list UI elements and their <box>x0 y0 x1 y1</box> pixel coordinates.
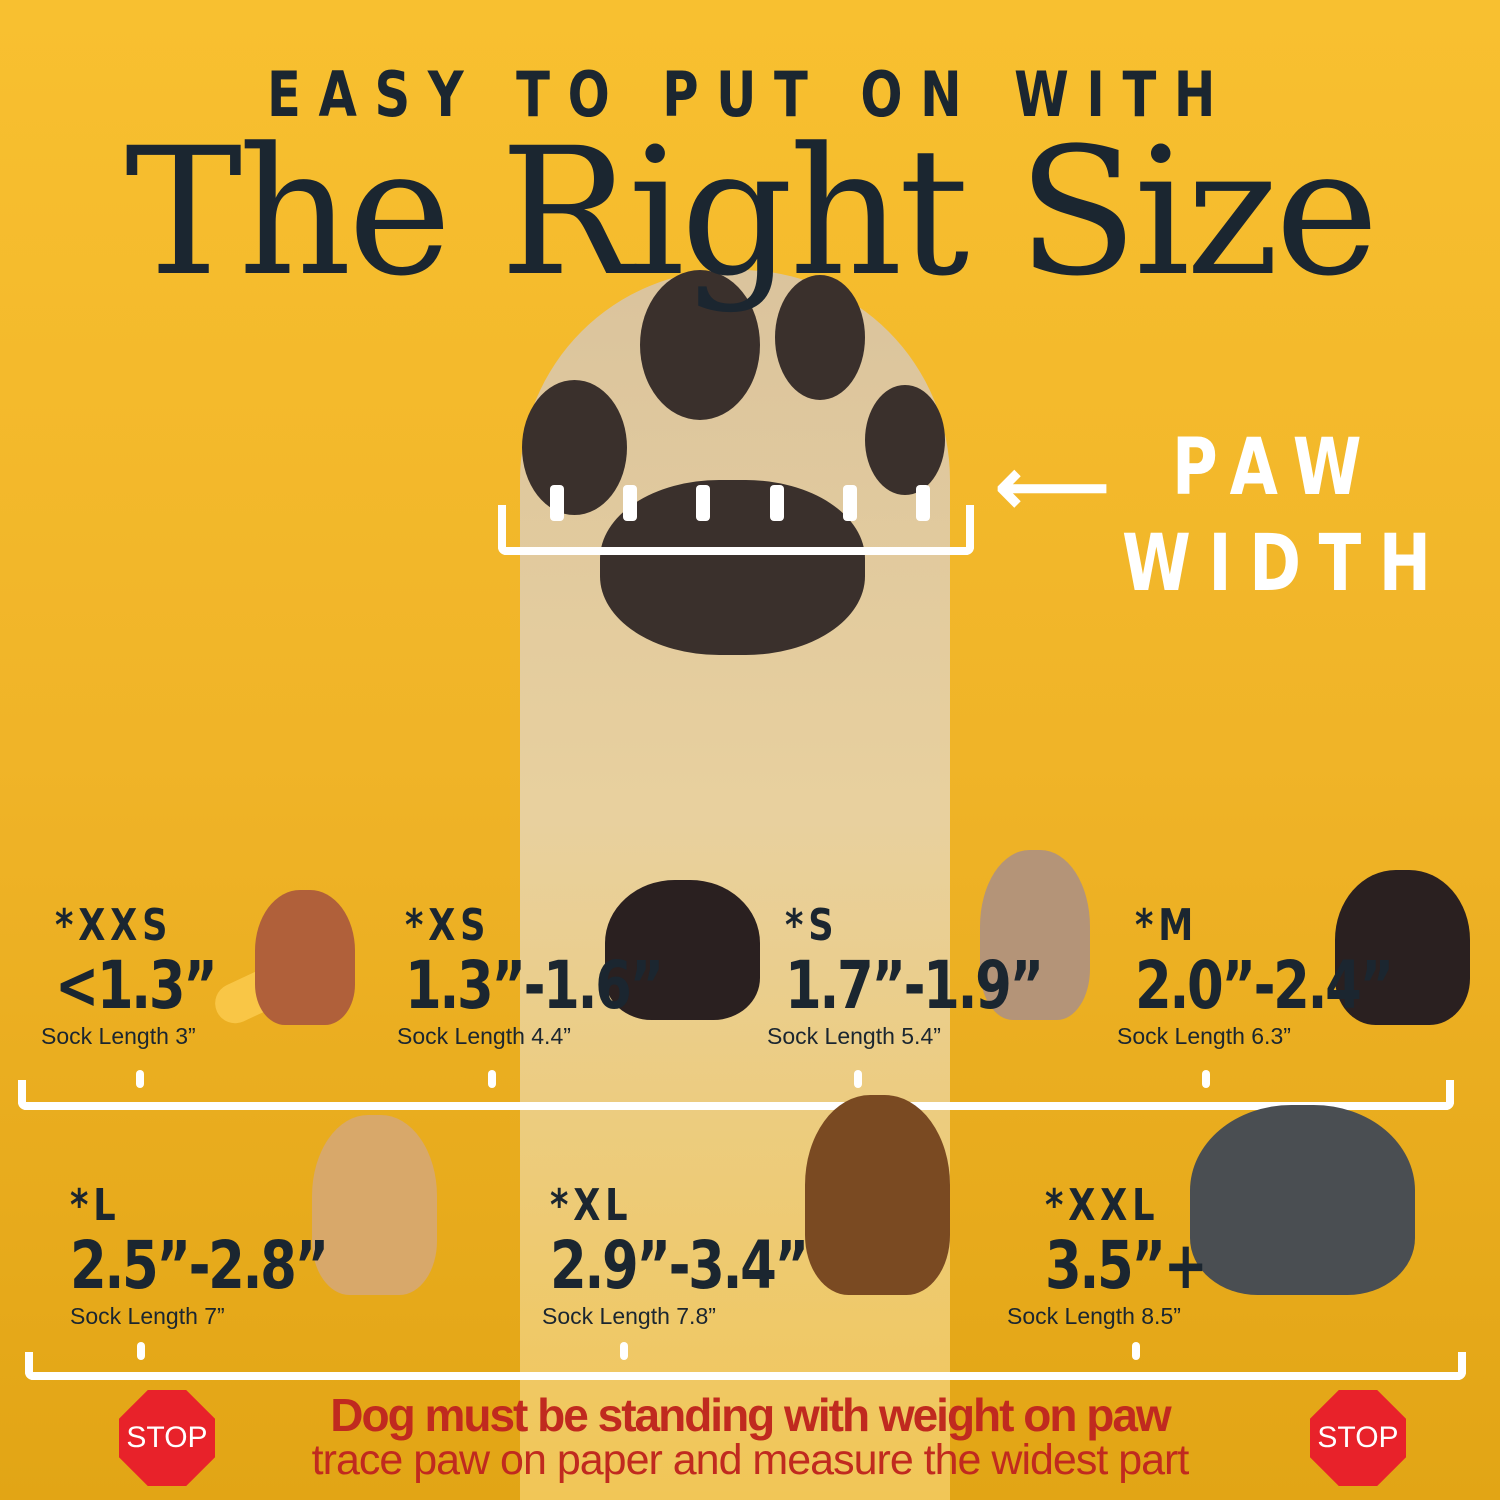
size-xs: *XS 1.3”-1.6” Sock Length 4.4” <box>397 900 726 1050</box>
stop-sign-icon: STOP <box>1310 1390 1406 1486</box>
ruler-tick <box>620 1342 628 1360</box>
ruler-tick <box>137 1342 145 1360</box>
size-ruler-1 <box>18 1080 1454 1110</box>
size-code: *S <box>785 900 839 951</box>
sock-length: Sock Length 8.5” <box>1007 1303 1181 1329</box>
size-code: *XXS <box>55 900 173 951</box>
paw-label: PAW <box>1172 423 1380 513</box>
size-range: 3.5”+ <box>1045 1227 1208 1304</box>
size-range: 2.5”-2.8” <box>70 1227 329 1304</box>
size-range: 2.0”-2.4” <box>1135 947 1394 1024</box>
ruler-tick <box>696 485 711 521</box>
dog-german-shepherd <box>805 1095 950 1295</box>
sock-length: Sock Length 7” <box>70 1303 225 1329</box>
width-label: WIDTH <box>1122 519 1449 609</box>
dog-yorkie <box>605 880 760 1020</box>
size-xl: *XL 2.9”-3.4” Sock Length 7.8” <box>542 1180 871 1330</box>
ruler-tick <box>854 1070 862 1088</box>
arrow-left-icon: ⟵ <box>995 442 1110 531</box>
size-code: *XXL <box>1045 1180 1160 1231</box>
size-l: *L 2.5”-2.8” Sock Length 7” <box>70 1180 391 1330</box>
sock-length: Sock Length 4.4” <box>397 1023 571 1049</box>
size-range: <1.3” <box>55 947 218 1024</box>
size-code: *XL <box>550 1180 633 1231</box>
dog-great-dane <box>1190 1105 1415 1295</box>
ruler-tick <box>623 485 638 521</box>
toe-pad <box>522 380 627 515</box>
warning-line-1: Dog must be standing with weight on paw <box>330 1389 1171 1441</box>
warning-line-2: trace paw on paper and measure the wides… <box>311 1436 1190 1484</box>
stop-sign-icon: STOP <box>119 1390 215 1486</box>
dog-bernese <box>1335 870 1470 1025</box>
main-pad <box>600 480 865 655</box>
ruler-tick <box>550 485 564 521</box>
page-title: The Right Size <box>124 110 1379 315</box>
dog-golden-retriever <box>312 1115 437 1295</box>
size-range: 2.9”-3.4” <box>550 1227 809 1304</box>
toe-pad <box>640 270 760 420</box>
ruler-tick <box>915 485 930 521</box>
size-range: 1.7”-1.9” <box>785 947 1044 1024</box>
ruler-tick <box>1202 1070 1210 1088</box>
size-ruler-2 <box>25 1352 1466 1380</box>
size-code: *L <box>70 1180 121 1231</box>
sock-length: Sock Length 5.4” <box>767 1023 941 1049</box>
paw-width-ruler <box>498 505 974 555</box>
ruler-tick <box>488 1070 496 1088</box>
eyebrow-heading: EASY TO PUT ON WITH <box>266 58 1234 131</box>
sock-length: Sock Length 3” <box>41 1023 196 1049</box>
sock-length: Sock Length 6.3” <box>1117 1023 1291 1049</box>
size-s: *S 1.7”-1.9” Sock Length 5.4” <box>767 900 1106 1050</box>
size-m: *M 2.0”-2.4” Sock Length 6.3” <box>1117 900 1456 1050</box>
dog-chihuahua <box>255 890 355 1025</box>
ruler-tick <box>1132 1342 1140 1360</box>
toe-pad <box>865 385 945 495</box>
size-code: *XS <box>405 900 491 951</box>
size-range: 1.3”-1.6” <box>405 947 664 1024</box>
size-code: *M <box>1135 900 1199 951</box>
ruler-tick <box>136 1070 144 1088</box>
size-xxl: *XXL 3.5”+ Sock Length 8.5” <box>1007 1180 1246 1330</box>
ruler-tick <box>842 485 857 521</box>
dog-french-bulldog <box>980 850 1090 1020</box>
toe-pad <box>775 275 865 400</box>
size-xxs: *XXS <1.3” Sock Length 3” <box>41 900 256 1050</box>
ruler-tick <box>769 485 784 521</box>
sock-length: Sock Length 7.8” <box>542 1303 716 1329</box>
